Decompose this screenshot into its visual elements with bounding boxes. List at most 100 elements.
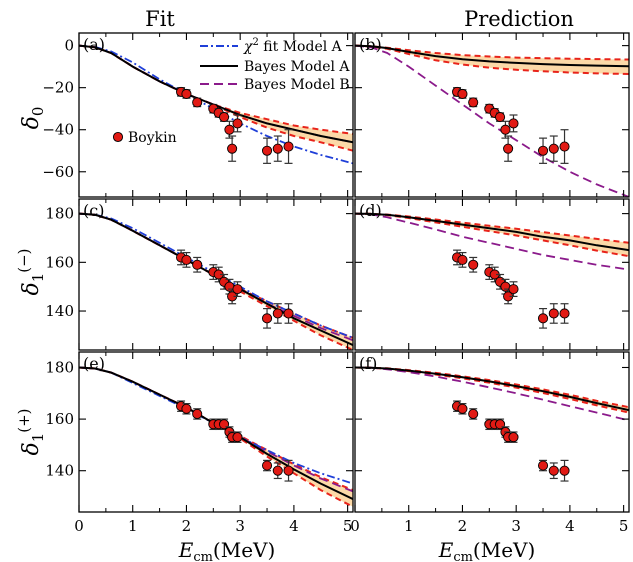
data-point xyxy=(283,129,294,164)
legend-label-bayesA: Bayes Model A xyxy=(244,59,350,75)
data-marker xyxy=(219,112,230,123)
data-marker xyxy=(272,465,283,476)
data-point xyxy=(495,112,506,123)
x-tick-label: 1 xyxy=(404,517,414,535)
curve-bayesA xyxy=(355,366,629,412)
y-tick-label: 160 xyxy=(45,253,74,271)
data-marker xyxy=(548,465,559,476)
xlabel-left: Ecm(MeV) xyxy=(178,538,276,562)
band-lower-line xyxy=(355,212,629,258)
data-point xyxy=(227,135,238,162)
y-tick-label: 180 xyxy=(45,358,74,376)
data-point xyxy=(468,408,479,420)
data-point xyxy=(489,266,500,283)
panel-frame xyxy=(354,198,630,351)
curve-bayesA xyxy=(79,366,353,501)
data-point xyxy=(457,251,468,268)
bayes-band xyxy=(79,367,353,507)
data-marker xyxy=(232,118,243,129)
data-point xyxy=(508,114,519,133)
row-ylabel-delta1-minus: δ1(−) xyxy=(15,248,47,295)
x-tick-label: 0 xyxy=(74,517,84,535)
data-marker xyxy=(261,460,273,471)
data-point xyxy=(181,403,192,415)
data-point xyxy=(468,256,479,273)
panel-e: 0 1 2 3 4 5 140 160 180 (e) xyxy=(45,351,354,535)
x-tick-label: 3 xyxy=(511,517,521,535)
data-point xyxy=(537,307,549,329)
data-marker xyxy=(232,432,243,443)
data-marker xyxy=(192,259,203,270)
data-marker xyxy=(537,145,549,156)
data-point xyxy=(457,403,468,415)
row-ylabel-delta0: δ0 xyxy=(19,107,47,130)
data-point xyxy=(537,137,549,164)
plot-area xyxy=(355,212,629,329)
data-point xyxy=(503,135,514,162)
data-marker xyxy=(283,308,294,319)
panel-b: (b) xyxy=(354,32,630,198)
x-tick-label: 2 xyxy=(182,517,192,535)
curve-bayesB xyxy=(355,366,629,422)
data-marker xyxy=(457,88,468,100)
data-marker xyxy=(181,88,192,100)
data-point xyxy=(548,135,559,162)
legend: χ2 fit Model A Bayes Model A Bayes Model B… xyxy=(112,37,350,146)
band-lower-line xyxy=(355,44,629,75)
y-tick-label: 140 xyxy=(45,302,74,320)
x-tick-label: 5 xyxy=(619,517,629,535)
data-point xyxy=(283,303,294,324)
data-point xyxy=(272,303,283,324)
data-point xyxy=(261,459,273,472)
row-ylabel-delta1-plus: δ1(+) xyxy=(15,408,47,455)
xlabel-right: Ecm(MeV) xyxy=(438,538,536,562)
data-marker xyxy=(261,313,273,324)
data-marker xyxy=(283,141,294,152)
legend-marker-data xyxy=(112,131,124,143)
data-point xyxy=(468,97,479,108)
data-marker xyxy=(503,143,514,154)
data-point xyxy=(219,112,230,123)
bayes-band xyxy=(79,45,353,151)
data-point xyxy=(548,462,559,480)
data-marker xyxy=(227,143,238,154)
data-point xyxy=(232,114,243,133)
band-lower-line xyxy=(79,366,353,508)
band-upper-line xyxy=(79,366,353,492)
y-tick-label: −40 xyxy=(42,121,74,139)
data-point xyxy=(508,431,519,443)
data-point xyxy=(192,256,203,273)
x-tick-label: 1 xyxy=(128,517,138,535)
data-point xyxy=(181,251,192,268)
y-tick-label: 180 xyxy=(45,205,74,223)
data-point xyxy=(559,459,570,482)
y-tick-label: 140 xyxy=(45,462,74,480)
panel-tag-label: (e) xyxy=(83,354,105,373)
plot-area xyxy=(355,44,629,197)
data-marker xyxy=(508,432,519,443)
panel-frame xyxy=(78,32,354,198)
panel-frame xyxy=(78,198,354,351)
legend-label-data: Boykin xyxy=(128,130,177,146)
column-title-fit: Fit xyxy=(145,7,175,31)
data-marker xyxy=(457,254,468,265)
x-tick-label: 5 xyxy=(343,517,353,535)
curve-bayesA xyxy=(355,212,629,252)
panel-a: 0 −20 −40 −60 (a) xyxy=(42,32,354,198)
data-point xyxy=(457,88,468,100)
panel-tag-label: (b) xyxy=(359,35,382,54)
plot-area xyxy=(79,44,353,165)
data-marker xyxy=(548,143,559,154)
panel-tag-label: (d) xyxy=(359,201,382,220)
data-point xyxy=(508,281,519,298)
x-tick-label: 4 xyxy=(565,517,575,535)
panel-d: (d) xyxy=(354,198,630,351)
data-marker xyxy=(559,308,570,319)
y-tick-label: −20 xyxy=(42,79,74,97)
data-marker xyxy=(537,460,549,471)
plot-area xyxy=(355,366,629,482)
bayes-band xyxy=(79,213,353,350)
column-title-prediction: Prediction xyxy=(464,7,574,31)
band-upper-line xyxy=(355,366,629,409)
